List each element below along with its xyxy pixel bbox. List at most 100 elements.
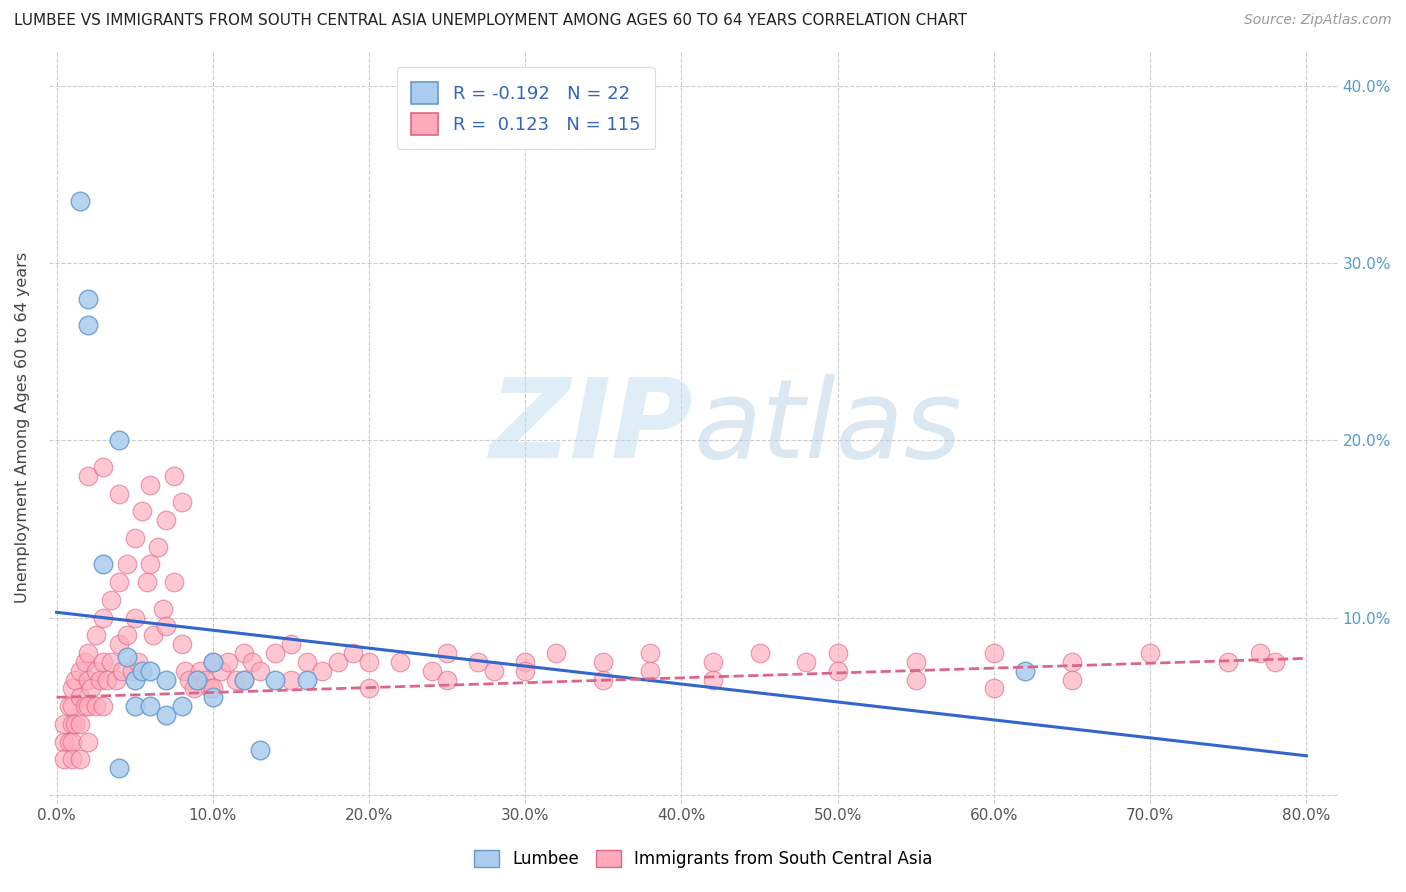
Point — [76, 318, 98, 333]
Point — [76, 646, 98, 660]
Point — [155, 513, 177, 527]
Point — [139, 558, 162, 572]
Point — [170, 699, 193, 714]
Point — [1218, 655, 1240, 669]
Point — [183, 681, 205, 696]
Point — [58, 734, 80, 748]
Point — [796, 655, 818, 669]
Point — [295, 673, 318, 687]
Point — [249, 743, 271, 757]
Point — [124, 610, 146, 624]
Point — [76, 292, 98, 306]
Point — [326, 655, 349, 669]
Point — [84, 628, 107, 642]
Point — [249, 664, 271, 678]
Point — [139, 699, 162, 714]
Point — [186, 673, 208, 687]
Point — [201, 690, 224, 705]
Point — [827, 646, 849, 660]
Point — [111, 664, 134, 678]
Point — [93, 610, 115, 624]
Point — [546, 646, 568, 660]
Point — [983, 646, 1005, 660]
Point — [1014, 664, 1036, 678]
Point — [155, 673, 177, 687]
Point — [436, 646, 458, 660]
Point — [146, 540, 169, 554]
Point — [357, 655, 380, 669]
Point — [127, 655, 149, 669]
Point — [436, 673, 458, 687]
Point — [104, 673, 127, 687]
Point — [748, 646, 770, 660]
Point — [240, 655, 263, 669]
Text: Source: ZipAtlas.com: Source: ZipAtlas.com — [1244, 13, 1392, 28]
Point — [58, 699, 80, 714]
Point — [173, 664, 195, 678]
Point — [93, 699, 115, 714]
Point — [115, 558, 138, 572]
Point — [186, 673, 208, 687]
Point — [1249, 646, 1271, 660]
Point — [264, 646, 287, 660]
Point — [233, 646, 256, 660]
Point — [115, 649, 138, 664]
Point — [225, 673, 247, 687]
Point — [60, 699, 83, 714]
Point — [131, 664, 153, 678]
Point — [152, 601, 174, 615]
Point — [170, 637, 193, 651]
Point — [53, 734, 76, 748]
Point — [295, 655, 318, 669]
Point — [80, 681, 103, 696]
Point — [702, 673, 724, 687]
Point — [76, 673, 98, 687]
Point — [357, 681, 380, 696]
Point — [827, 664, 849, 678]
Point — [69, 664, 91, 678]
Point — [201, 681, 224, 696]
Point — [163, 468, 186, 483]
Point — [342, 646, 364, 660]
Point — [124, 699, 146, 714]
Point — [121, 664, 143, 678]
Point — [60, 752, 83, 766]
Point — [1264, 655, 1286, 669]
Legend: R = -0.192   N = 22, R =  0.123   N = 115: R = -0.192 N = 22, R = 0.123 N = 115 — [396, 67, 655, 149]
Point — [233, 673, 256, 687]
Point — [139, 664, 162, 678]
Point — [139, 477, 162, 491]
Point — [163, 575, 186, 590]
Point — [179, 673, 201, 687]
Point — [108, 486, 131, 500]
Point — [638, 664, 661, 678]
Point — [108, 575, 131, 590]
Y-axis label: Unemployment Among Ages 60 to 64 years: Unemployment Among Ages 60 to 64 years — [15, 252, 30, 603]
Text: atlas: atlas — [693, 374, 962, 481]
Point — [280, 637, 302, 651]
Point — [136, 575, 159, 590]
Point — [131, 504, 153, 518]
Point — [280, 673, 302, 687]
Point — [73, 655, 96, 669]
Point — [84, 664, 107, 678]
Point — [65, 673, 87, 687]
Legend: Lumbee, Immigrants from South Central Asia: Lumbee, Immigrants from South Central As… — [467, 843, 939, 875]
Point — [115, 628, 138, 642]
Point — [69, 752, 91, 766]
Point — [93, 460, 115, 475]
Point — [467, 655, 489, 669]
Point — [96, 673, 118, 687]
Text: ZIP: ZIP — [489, 374, 693, 481]
Point — [60, 681, 83, 696]
Point — [983, 681, 1005, 696]
Point — [53, 717, 76, 731]
Point — [209, 664, 232, 678]
Point — [93, 655, 115, 669]
Point — [592, 655, 614, 669]
Point — [60, 717, 83, 731]
Point — [638, 646, 661, 660]
Point — [904, 673, 927, 687]
Point — [1139, 646, 1161, 660]
Point — [592, 673, 614, 687]
